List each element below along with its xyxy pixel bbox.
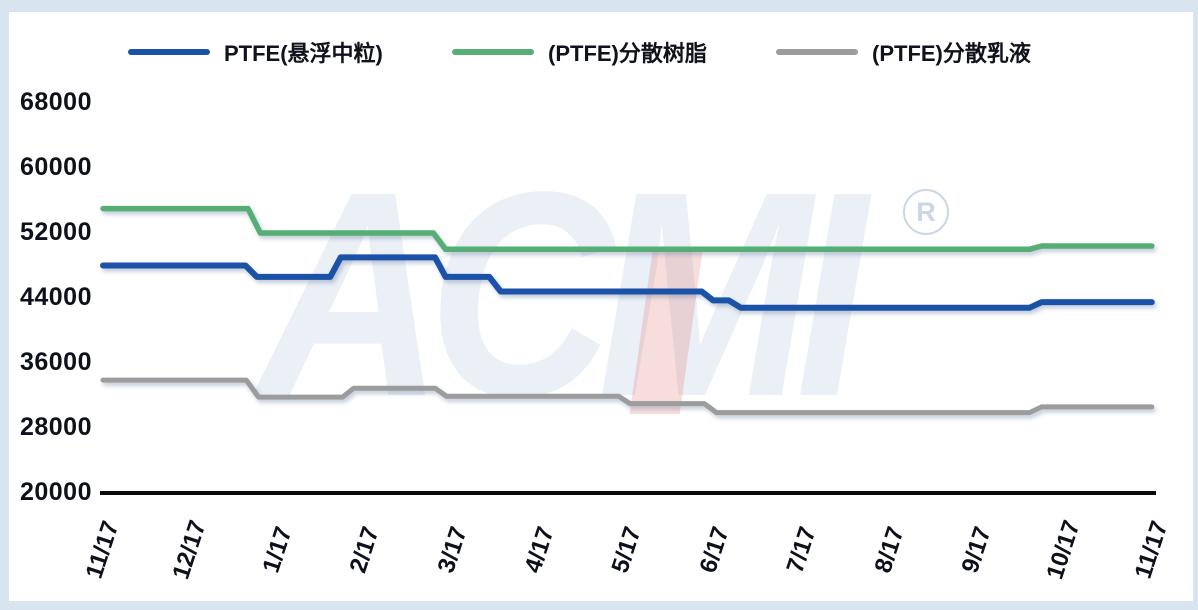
legend-item-dispersion-resin: (PTFE)分散树脂 (452, 36, 707, 68)
x-axis-line (100, 491, 1156, 495)
legend-label: (PTFE)分散树脂 (548, 41, 707, 66)
legend-item-suspension: PTFE(悬浮中粒) (128, 36, 383, 68)
legend-line-swatch-gray (776, 49, 858, 55)
y-tick-label: 68000 (19, 88, 92, 116)
legend-line-swatch-green (452, 49, 534, 55)
y-tick-label: 52000 (19, 218, 92, 246)
frame-edge-top (0, 0, 1198, 12)
y-tick-label: 28000 (19, 413, 92, 441)
legend-line-swatch-blue (128, 49, 210, 55)
legend-label: (PTFE)分散乳液 (872, 41, 1031, 66)
frame-edge-left (0, 0, 9, 610)
y-tick-label: 44000 (19, 283, 92, 311)
registered-trademark-icon: R (903, 189, 949, 235)
legend-item-dispersion-emulsion: (PTFE)分散乳液 (776, 36, 1031, 68)
legend-label: PTFE(悬浮中粒) (224, 41, 383, 66)
series-line-ptfe (100, 377, 1155, 416)
series-line-ptfe (100, 205, 1155, 253)
y-tick-label: 36000 (19, 348, 92, 376)
frame-edge-right (1193, 0, 1198, 610)
y-tick-label: 20000 (19, 478, 92, 506)
y-tick-label: 60000 (19, 153, 92, 181)
frame-edge-bottom (0, 601, 1198, 610)
series-line-ptfe (100, 254, 1155, 311)
